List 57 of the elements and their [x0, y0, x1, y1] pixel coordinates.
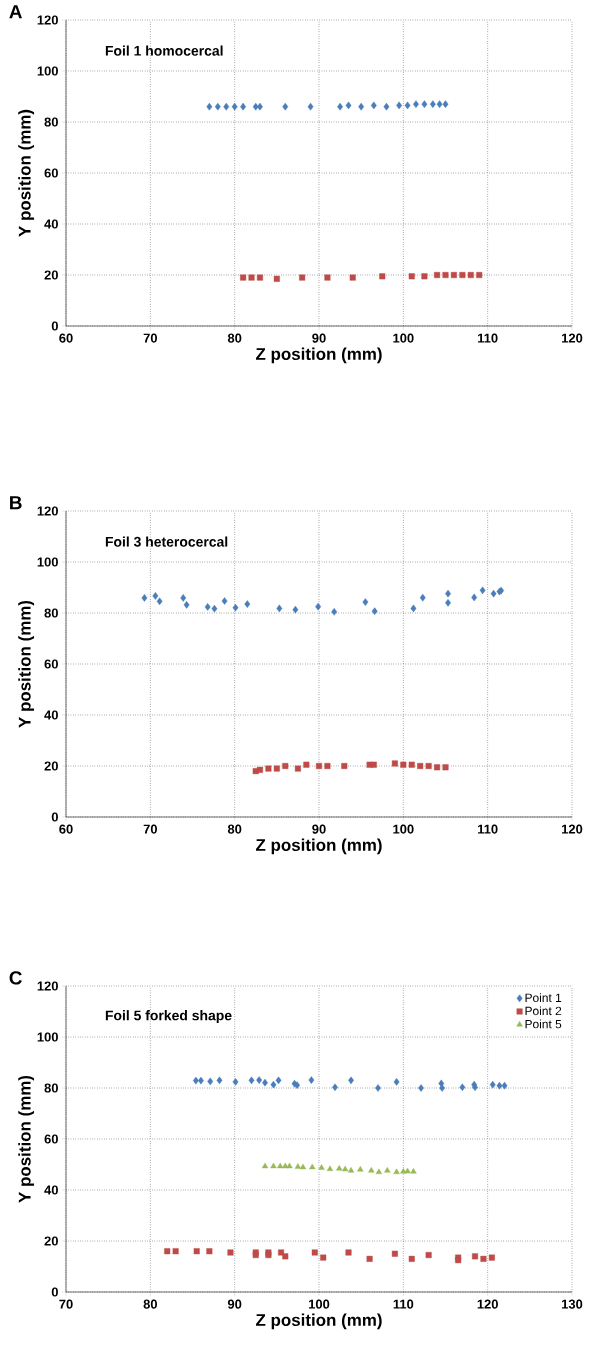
- y-tick-label: 80: [44, 1083, 58, 1093]
- x-tick-label: 60: [59, 824, 73, 834]
- x-tick-label: 120: [562, 824, 583, 834]
- text: C: [9, 971, 22, 985]
- text: Foil 5 forked shape: [105, 1010, 232, 1024]
- legend-label: Point 2: [525, 1006, 562, 1016]
- x-tick-label: 120: [562, 333, 583, 343]
- text: Foil 3 heterocercal: [105, 536, 228, 547]
- x-tick-label: 80: [143, 1299, 157, 1309]
- x-axis-title: Z position (mm): [255, 838, 382, 855]
- x-tick-label: 120: [477, 1299, 498, 1309]
- y-tick-label: 0: [51, 321, 58, 331]
- y-axis-title: Y position (mm): [18, 109, 35, 237]
- legend-label: Point 5: [525, 1019, 562, 1029]
- y-tick-label: 40: [44, 1185, 58, 1195]
- x-tick-label: 110: [478, 824, 498, 834]
- text: Foil 1 homocercal: [105, 45, 223, 56]
- x-tick-label: 130: [562, 1299, 583, 1309]
- y-tick-label: 120: [37, 981, 58, 991]
- x-tick-label: 90: [227, 1299, 242, 1309]
- text: A: [9, 5, 22, 19]
- text: B: [10, 496, 22, 510]
- x-tick-label: 100: [393, 333, 414, 343]
- x-tick-label: 70: [59, 1299, 73, 1309]
- y-tick-label: 100: [37, 557, 58, 567]
- x-tick-label: 90: [312, 824, 326, 834]
- y-tick-label: 0: [51, 812, 58, 822]
- y-tick-label: 20: [44, 270, 58, 280]
- y-tick-label: 60: [44, 168, 58, 178]
- x-tick-label: 70: [143, 824, 157, 834]
- y-axis-title: Y position (mm): [18, 600, 35, 728]
- y-tick-label: 20: [44, 761, 58, 771]
- x-tick-label: 60: [59, 333, 73, 343]
- x-tick-label: 110: [478, 333, 498, 343]
- y-tick-label: 120: [37, 506, 58, 516]
- y-tick-label: 100: [37, 66, 58, 76]
- y-tick-label: 120: [37, 15, 58, 25]
- y-axis-title: Y position (mm): [18, 1075, 35, 1203]
- x-tick-label: 80: [227, 824, 242, 834]
- x-tick-label: 100: [309, 1299, 330, 1309]
- y-tick-label: 80: [44, 608, 58, 618]
- x-tick-label: 90: [312, 333, 326, 343]
- x-axis-title: Z position (mm): [255, 347, 382, 364]
- y-tick-label: 80: [44, 117, 58, 127]
- x-tick-label: 80: [227, 333, 242, 343]
- x-tick-label: 70: [143, 333, 157, 343]
- y-tick-label: 0: [51, 1287, 58, 1297]
- y-tick-label: 40: [44, 219, 58, 229]
- x-axis-title: Z position (mm): [255, 1313, 382, 1330]
- x-tick-label: 110: [393, 1299, 414, 1309]
- y-tick-label: 60: [44, 659, 58, 669]
- y-tick-label: 40: [44, 710, 58, 720]
- y-tick-label: 100: [37, 1032, 58, 1042]
- legend-label: Point 1: [525, 993, 562, 1003]
- y-tick-label: 20: [44, 1236, 58, 1246]
- y-tick-label: 60: [44, 1134, 58, 1144]
- x-tick-label: 100: [393, 824, 414, 834]
